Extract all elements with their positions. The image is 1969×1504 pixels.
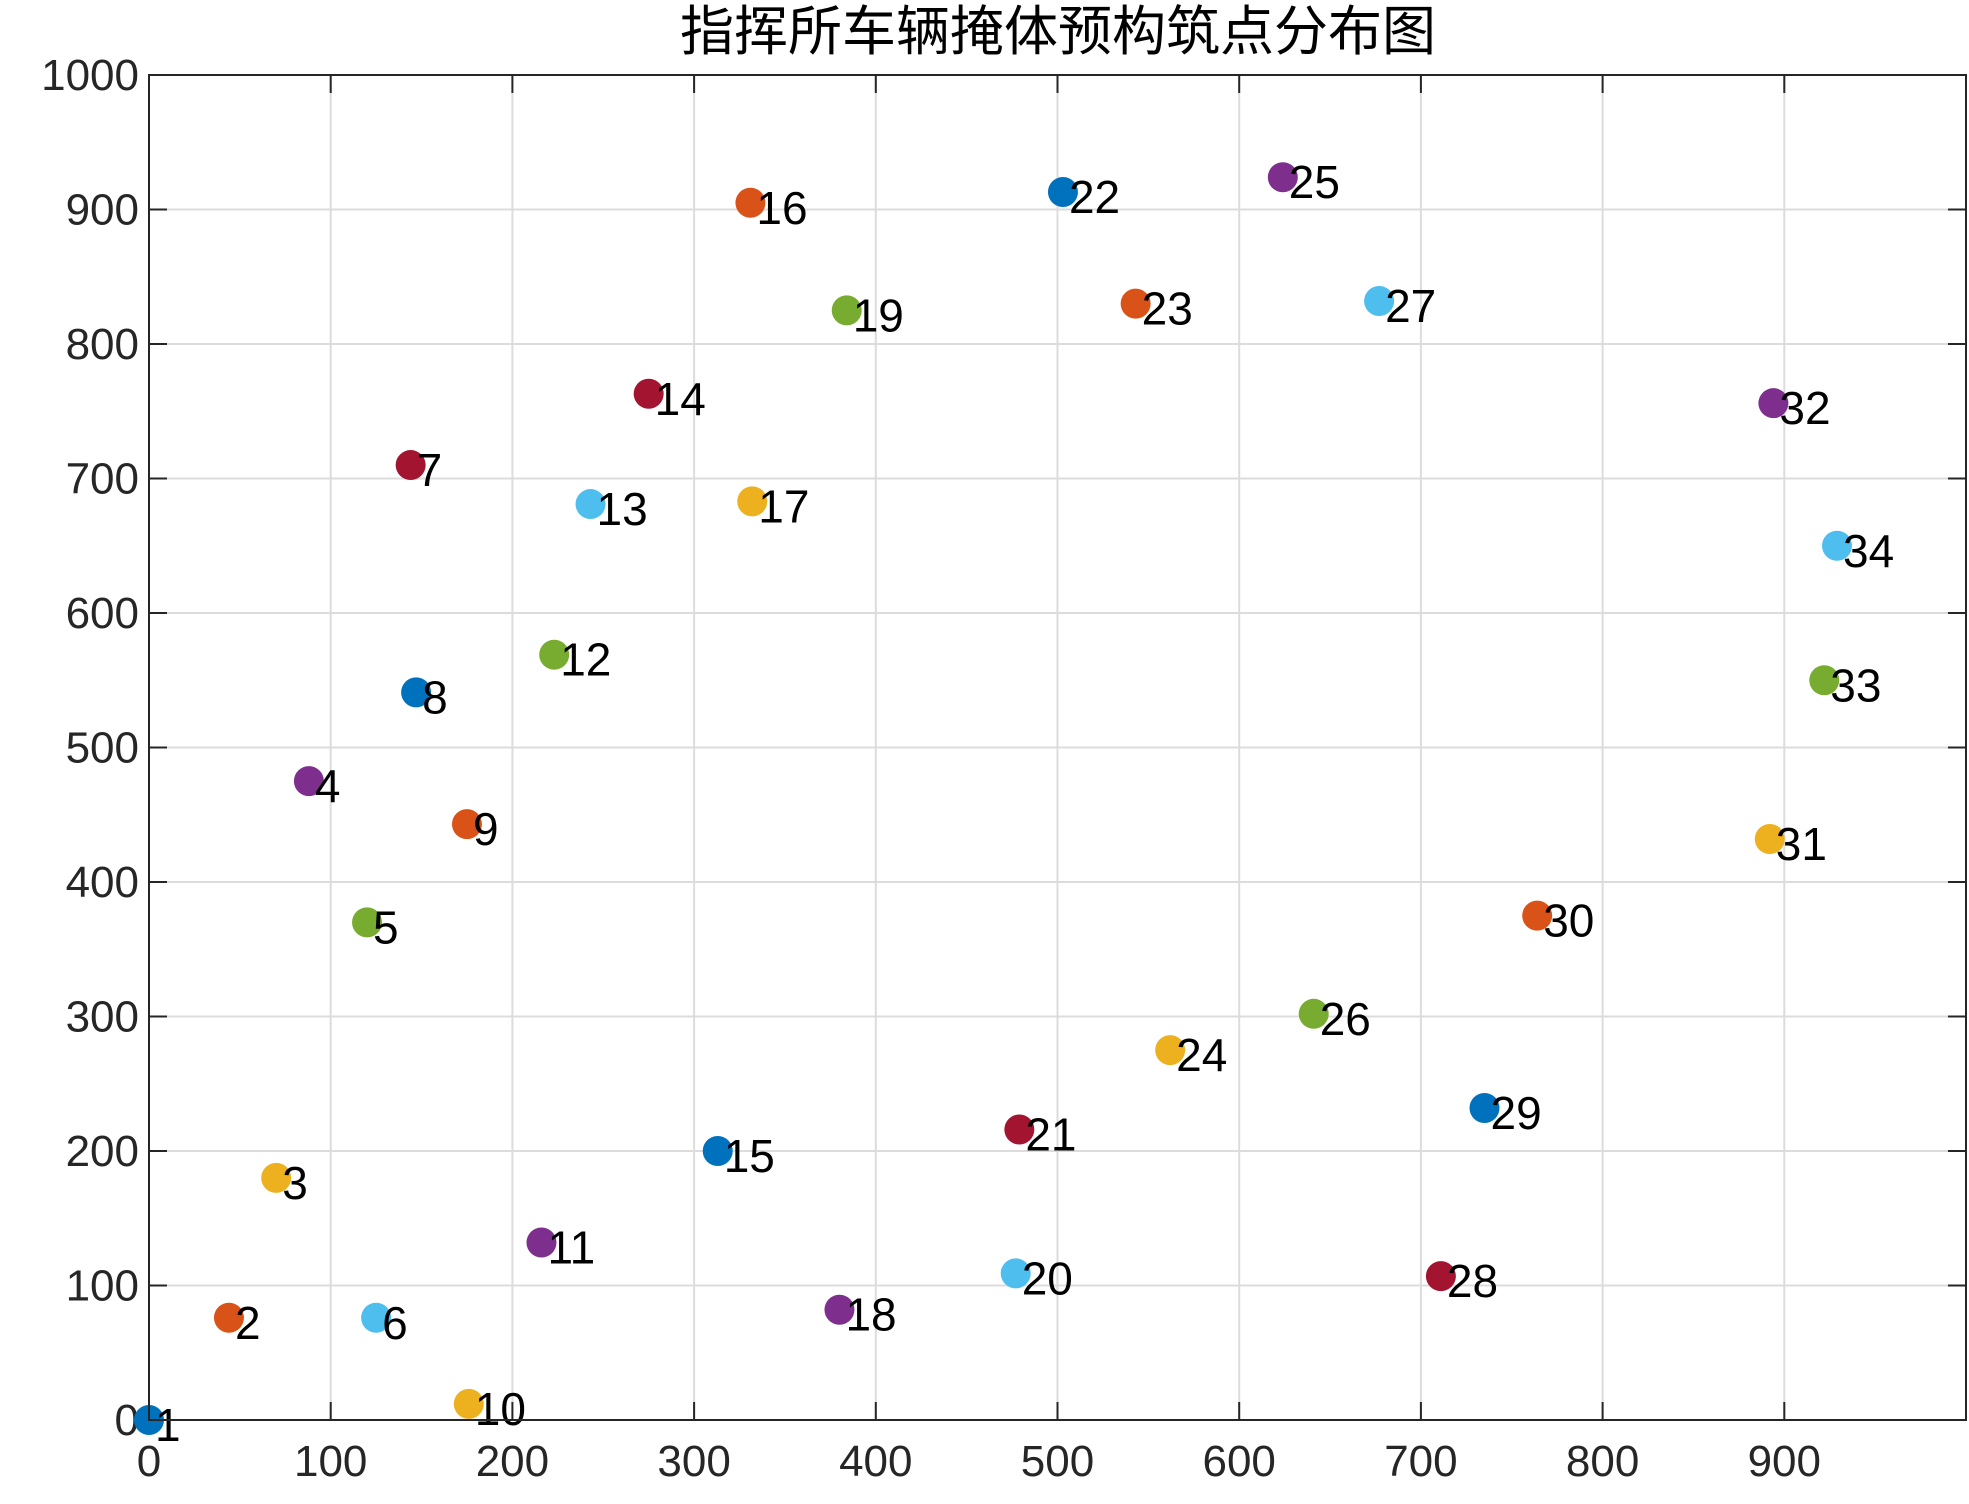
data-points: 1234567891011121314151617181920212223242… [134, 156, 1894, 1451]
x-tick-label: 400 [839, 1437, 912, 1486]
data-point-15 [702, 1136, 733, 1166]
data-point-6 [361, 1302, 392, 1333]
y-tick-label: 400 [66, 858, 139, 907]
point-label-11: 11 [547, 1221, 595, 1273]
x-tick-label: 100 [294, 1437, 367, 1486]
data-point-32 [1758, 388, 1789, 419]
point-label-7: 7 [417, 444, 443, 496]
point-label-32: 32 [1779, 382, 1830, 434]
y-tick-label: 1000 [41, 51, 139, 100]
x-tick-label: 700 [1384, 1437, 1457, 1486]
data-point-34 [1821, 530, 1852, 561]
chart-title: 指挥所车辆掩体预构筑点分布图 [680, 0, 1436, 63]
x-tick-label: 200 [476, 1437, 549, 1486]
data-point-10 [453, 1388, 484, 1419]
point-label-15: 15 [724, 1130, 775, 1182]
point-label-21: 21 [1025, 1108, 1076, 1160]
y-tick-label: 300 [66, 993, 139, 1042]
data-point-29 [1469, 1092, 1500, 1123]
point-label-24: 24 [1176, 1029, 1227, 1081]
y-tick-label: 800 [66, 320, 139, 369]
point-label-31: 31 [1776, 818, 1827, 870]
x-tick-label: 0 [137, 1437, 161, 1486]
point-label-16: 16 [756, 182, 807, 234]
data-point-23 [1120, 288, 1151, 319]
data-point-14 [633, 378, 664, 409]
point-label-19: 19 [853, 289, 904, 341]
data-point-31 [1754, 823, 1785, 854]
point-label-30: 30 [1543, 895, 1594, 947]
point-label-14: 14 [655, 373, 706, 425]
data-point-25 [1267, 162, 1298, 193]
data-point-16 [735, 187, 766, 218]
axis-ticks: 0 100 200 300 400 500 600 700 800 900010020030040… [41, 51, 1966, 1486]
point-label-27: 27 [1385, 280, 1436, 332]
y-tick-label: 500 [66, 724, 139, 773]
point-label-4: 4 [315, 760, 341, 812]
point-label-20: 20 [1022, 1252, 1073, 1304]
point-label-13: 13 [597, 483, 648, 535]
grid [148, 74, 1966, 1421]
point-label-26: 26 [1320, 993, 1371, 1045]
data-point-13 [575, 489, 606, 520]
axes-box [148, 74, 1967, 1421]
data-point-33 [1809, 665, 1840, 696]
data-point-24 [1155, 1035, 1186, 1066]
data-point-22 [1047, 177, 1078, 208]
data-point-2 [213, 1302, 244, 1333]
data-point-3 [261, 1162, 292, 1193]
point-label-34: 34 [1843, 525, 1894, 577]
point-label-2: 2 [235, 1297, 261, 1349]
point-label-5: 5 [373, 901, 399, 953]
point-label-6: 6 [382, 1297, 408, 1349]
point-label-17: 17 [758, 480, 809, 532]
data-point-18 [824, 1294, 855, 1325]
data-point-12 [539, 639, 570, 670]
point-label-29: 29 [1490, 1087, 1541, 1139]
data-point-4 [293, 766, 324, 797]
point-label-1: 1 [155, 1399, 181, 1451]
x-tick-label: 900 [1748, 1437, 1821, 1486]
data-point-8 [401, 677, 432, 708]
point-label-3: 3 [282, 1157, 308, 1209]
y-tick-label: 200 [66, 1127, 139, 1176]
point-label-25: 25 [1289, 156, 1340, 208]
data-point-28 [1425, 1261, 1456, 1292]
data-point-7 [395, 450, 426, 481]
y-tick-label: 700 [66, 455, 139, 504]
data-point-5 [352, 907, 383, 938]
point-label-22: 22 [1069, 171, 1120, 223]
point-label-28: 28 [1447, 1255, 1498, 1307]
point-label-18: 18 [845, 1289, 896, 1341]
point-label-10: 10 [475, 1383, 526, 1435]
x-tick-label: 600 [1202, 1437, 1275, 1486]
x-tick-label: 500 [1021, 1437, 1094, 1486]
data-point-27 [1364, 285, 1395, 316]
x-tick-label: 800 [1566, 1437, 1639, 1486]
data-point-30 [1522, 900, 1553, 931]
data-point-17 [737, 486, 768, 517]
point-label-12: 12 [560, 634, 611, 686]
point-label-23: 23 [1142, 283, 1193, 335]
x-tick-label: 300 [657, 1437, 730, 1486]
data-point-21 [1004, 1114, 1035, 1145]
data-point-19 [831, 295, 862, 326]
y-tick-label: 600 [66, 589, 139, 638]
point-label-8: 8 [422, 671, 448, 723]
point-label-9: 9 [473, 803, 499, 855]
data-point-20 [1000, 1258, 1031, 1289]
data-point-9 [451, 809, 482, 840]
data-point-11 [526, 1227, 557, 1258]
y-tick-label: 900 [66, 186, 139, 235]
y-tick-label: 100 [66, 1262, 139, 1311]
point-label-33: 33 [1830, 659, 1881, 711]
data-point-26 [1298, 998, 1329, 1029]
